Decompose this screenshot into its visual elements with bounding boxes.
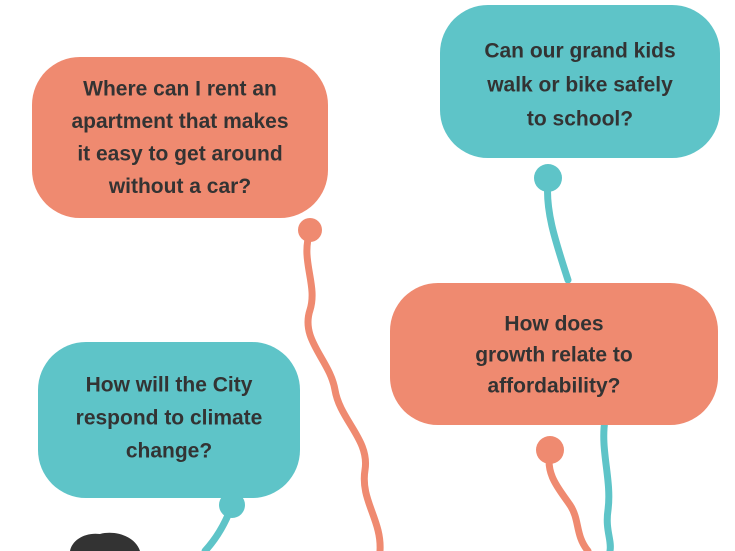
bubble-text: respond to climate: [76, 407, 263, 430]
bubble-text: walk or bike safely: [486, 74, 673, 97]
dot: [219, 492, 245, 518]
string: [604, 420, 611, 551]
string: [549, 452, 588, 551]
dot: [536, 436, 564, 464]
string: [547, 180, 568, 280]
dot: [534, 164, 562, 192]
bubble-text: Where can I rent an: [83, 78, 277, 101]
string: [307, 232, 380, 551]
bubble-text: affordability?: [487, 375, 620, 398]
bubble-text: it easy to get around: [77, 143, 282, 166]
illustration: Where can I rent an apartment that makes i…: [0, 0, 735, 551]
bubble-text: change?: [126, 440, 212, 463]
bubble-text: How will the City: [86, 374, 253, 397]
bubble-text: to school?: [527, 108, 633, 131]
dot: [298, 218, 322, 242]
bubble-text: without a car?: [108, 175, 251, 198]
figure-fragment: [70, 533, 140, 551]
bubble-text: growth relate to: [475, 344, 633, 367]
bubble-text: How does: [504, 313, 603, 336]
bubble-text: Can our grand kids: [484, 40, 675, 63]
bubble-text: apartment that makes: [71, 110, 288, 133]
